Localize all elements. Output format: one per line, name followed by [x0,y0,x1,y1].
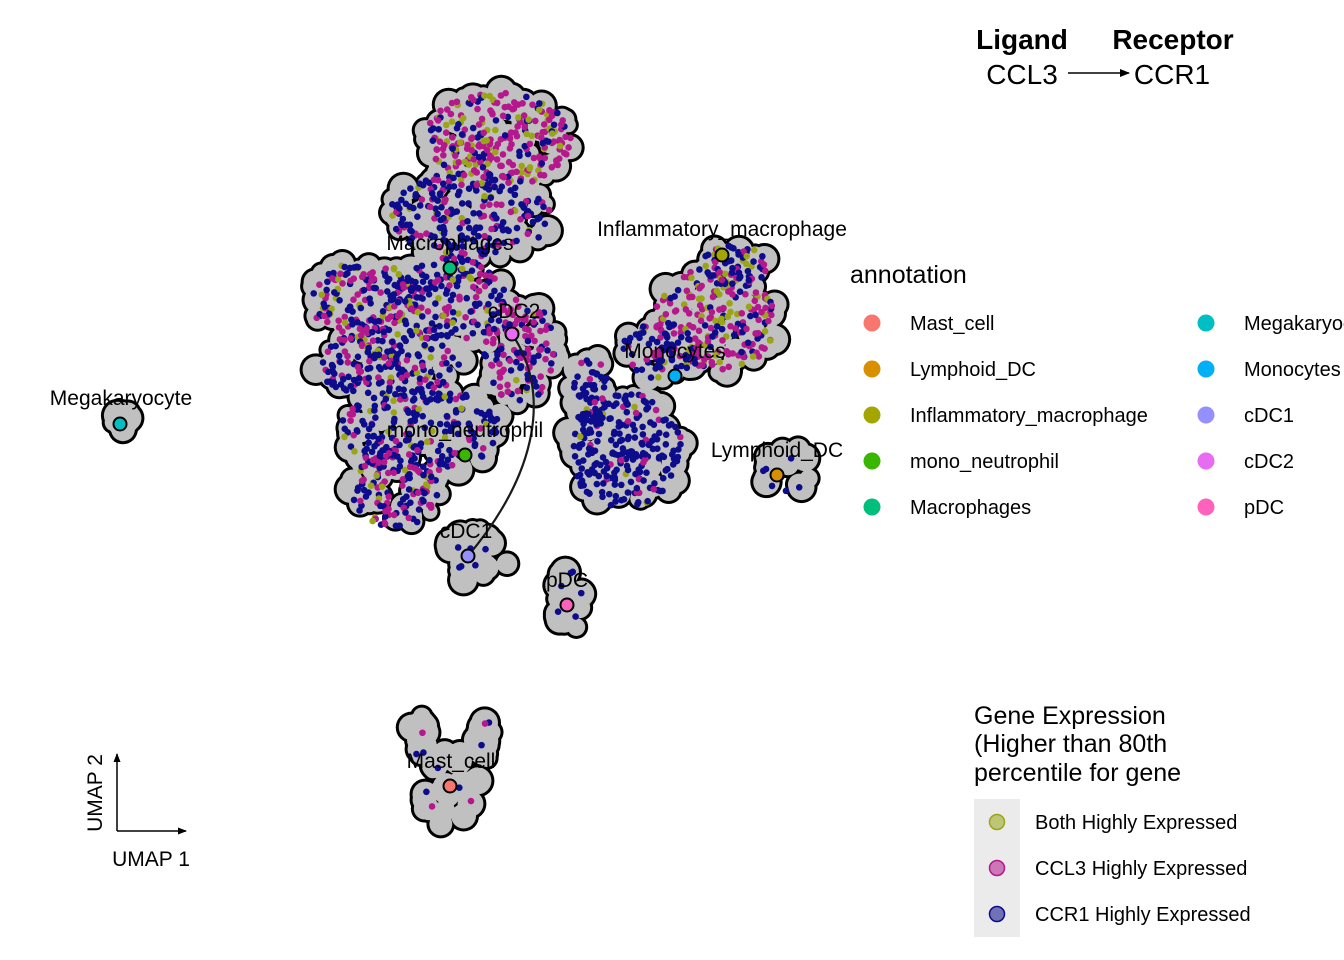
cluster-label-pDC: pDC [546,569,588,592]
expression-swatch [988,905,1006,923]
ligand-receptor-header: Ligand Receptor CCL3 CCR1 [976,24,1234,90]
cluster-label-cDC1: cDC1 [440,520,493,543]
centroid-pDC [559,597,575,613]
annotation-legend-item-Megakaryocyte: Megakaryocyte [1197,313,1344,335]
expression-legend: Gene Expression (Higher than 80th percen… [974,702,1251,937]
cluster-label-cDC2: cDC2 [488,300,541,323]
expression-legend-title-2: (Higher than 80th [974,730,1167,758]
cluster-centroids [112,247,785,794]
annotation-swatch [863,498,881,516]
annotation-legend-label: Megakaryocyte [1244,313,1344,335]
annotation-legend-item-Lymphoid_DC: Lymphoid_DC [863,359,1036,381]
expression-dots-lymphoid [760,454,803,495]
annotation-swatch [863,360,881,378]
cluster-label-Mast_cell: Mast_cell [407,750,496,773]
cluster-label-Inflammatory_macrophage: Inflammatory_macrophage [597,218,847,241]
annotation-legend-label: Inflammatory_macrophage [910,405,1148,427]
cluster-label-Lymphoid_DC: Lymphoid_DC [711,439,843,462]
expression-swatch [988,813,1006,831]
annotation-legend-label: Mast_cell [910,313,994,335]
annotation-swatch [863,314,881,332]
annotation-swatch [863,452,881,470]
annotation-legend-label: Macrophages [910,497,1031,519]
annotation-legend-label: cDC2 [1244,451,1294,473]
annotation-legend-item-cDC1: cDC1 [1197,405,1294,427]
expression-dots-pdc [554,568,585,620]
expression-dots-mast-arm-l [413,729,427,758]
centroid-Megakaryocyte [112,416,128,432]
expression-dots-mast [423,764,475,810]
centroid-mono_neutrophil [457,447,473,463]
interaction-curve-cdc2-to-cdc1 [467,333,535,557]
annotation-legend-item-Macrophages: Macrophages [863,497,1031,519]
expression-dots-macro-top [426,89,574,190]
annotation-legend-label: cDC1 [1244,405,1294,427]
centroid-cDC1 [460,548,476,564]
annotation-legend-item-pDC: pDC [1197,497,1284,519]
centroid-Inflammatory_macrophage [714,247,730,263]
annotation-swatch [1197,360,1215,378]
expression-legend-label: CCL3 Highly Expressed [1035,858,1247,880]
expression-dots-macro-upper [389,170,553,261]
annotation-legend-label: mono_neutrophil [910,451,1059,473]
annotation-swatch [1197,406,1215,424]
expression-dots-neut-low [350,450,441,530]
ligand-gene: CCL3 [986,59,1058,90]
centroid-Lymphoid_DC [769,467,785,483]
annotation-legend-item-Monocytes: Monocytes [1197,359,1341,381]
expression-dots-macro-low [319,326,462,405]
expression-dots-cdc1 [454,544,489,571]
centroid-Monocytes [667,368,683,384]
receptor-gene: CCR1 [1134,59,1210,90]
annotation-legend-item-Mast_cell: Mast_cell [863,313,994,335]
x-axis-label: UMAP 1 [112,848,190,871]
annotation-legend: annotation Mast_cell Lymphoid_DC Inflammat… [850,261,1344,519]
annotation-legend-label: pDC [1244,497,1284,519]
cluster-labels: Macrophages Inflammatory_macrophage cDC2 Mo… [50,218,847,773]
expression-legend-title-3: percentile for gene [974,759,1181,787]
expression-legend-item: Both Highly Expressed [988,812,1237,834]
ligand-title: Ligand [976,24,1068,55]
annotation-legend-title: annotation [850,261,967,289]
expression-legend-item: CCR1 Highly Expressed [988,904,1251,926]
island-fill-cdc1 [436,520,518,594]
centroid-Macrophages [442,260,458,276]
cluster-label-Megakaryocyte: Megakaryocyte [50,387,192,410]
annotation-legend-label: Monocytes [1244,359,1341,381]
annotation-swatch [863,406,881,424]
centroid-Mast_cell [442,778,458,794]
umap-axis-guide: UMAP 1 UMAP 2 [84,753,190,871]
annotation-legend-label: Lymphoid_DC [910,359,1036,381]
expression-legend-title-1: Gene Expression [974,702,1166,730]
expression-legend-label: Both Highly Expressed [1035,812,1237,834]
expression-dots-mono-mid [620,319,700,381]
annotation-swatch [1197,498,1215,516]
annotation-swatch [1197,452,1215,470]
expression-dots-mono-bridge [570,357,610,436]
annotation-legend-item-Inflammatory_macrophage: Inflammatory_macrophage [863,405,1148,427]
cluster-label-Macrophages: Macrophages [386,232,513,255]
centroid-cDC2 [504,326,520,342]
annotation-legend-item-cDC2: cDC2 [1197,451,1294,473]
annotation-legend-item-mono_neutrophil: mono_neutrophil [863,451,1059,473]
expression-legend-item: CCL3 Highly Expressed [988,858,1247,880]
cluster-label-Monocytes: Monocytes [624,340,726,363]
y-axis-label: UMAP 2 [84,754,107,832]
expression-dots-macro-mid [391,254,508,342]
island-fill-mast-arm-r [463,709,501,767]
receptor-title: Receptor [1112,24,1233,55]
cluster-label-mono_neutrophil: mono_neutrophil [387,419,543,442]
expression-dots-mast-arm-r [478,719,493,749]
annotation-swatch [1197,314,1215,332]
expression-swatch [988,859,1006,877]
expression-legend-label: CCR1 Highly Expressed [1035,904,1251,926]
